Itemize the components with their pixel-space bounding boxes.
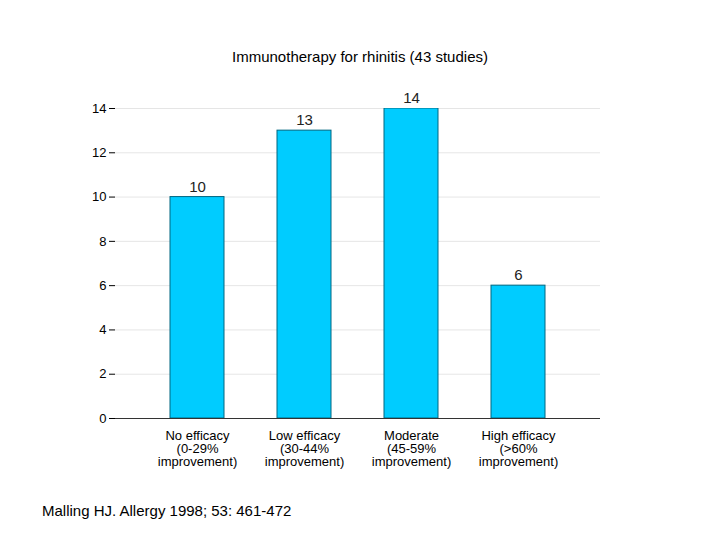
svg-text:Low efficacy(30-44%improvement: Low efficacy(30-44%improvement) (265, 428, 344, 469)
svg-text:6: 6 (514, 266, 522, 283)
svg-text:2: 2 (99, 366, 106, 381)
svg-text:8: 8 (99, 234, 106, 249)
svg-text:14: 14 (92, 101, 106, 116)
svg-text:6: 6 (99, 278, 106, 293)
svg-text:Moderate(45-59%improvement): Moderate(45-59%improvement) (372, 428, 451, 469)
svg-text:12: 12 (92, 145, 106, 160)
svg-text:High efficacy(>60%improvement): High efficacy(>60%improvement) (479, 428, 558, 469)
html-text:Malling HJ. Allergy 1998; 53:: Malling HJ. Allergy 1998; 53: 461-472 (42, 502, 292, 519)
svg-text:4: 4 (99, 322, 106, 337)
svg-text:10: 10 (189, 178, 206, 195)
svg-text:14: 14 (403, 89, 420, 106)
html-text:Immunotherapy for rhinitis (43: Immunotherapy for rhinitis (43 studies) (232, 48, 488, 65)
svg-text:10: 10 (92, 189, 106, 204)
svg-text:13: 13 (296, 111, 313, 128)
svg-text:0: 0 (99, 411, 106, 426)
svg-text:No efficacy(0-29%improvement): No efficacy(0-29%improvement) (158, 428, 237, 469)
